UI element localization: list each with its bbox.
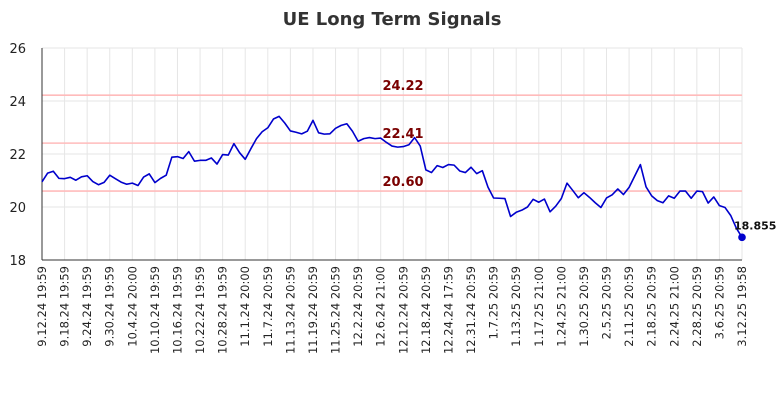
x-tick-label: 12.2.24 20:59 (351, 266, 365, 347)
x-tick-label: 3.12.25 19:58 (735, 266, 749, 347)
x-tick-label: 3.6.25 20:59 (712, 266, 726, 339)
signal-lines: 24.22 22.41 20.60 (42, 79, 742, 192)
y-tick-label: 18 (9, 254, 26, 269)
signal-label: 20.60 (382, 175, 423, 190)
x-tick-label: 12.31.24 20:59 (464, 266, 478, 354)
x-tick-label: 1.30.25 20:59 (577, 266, 591, 347)
signal-label: 24.22 (382, 79, 423, 94)
x-tick-label: 10.16.24 19:59 (170, 266, 184, 354)
y-tick-label: 24 (9, 95, 26, 110)
x-tick-label: 2.5.25 20:59 (600, 266, 614, 339)
x-tick-label: 10.10.24 19:59 (148, 266, 162, 354)
x-axis-ticks: 9.12.24 19:59 9.18.24 19:59 9.24.24 19:59 9… (35, 266, 749, 354)
x-tick-label: 1.13.25 20:59 (509, 266, 523, 347)
x-tick-label: 2.24.25 21:00 (667, 266, 681, 347)
last-point-label: 18.855 (734, 219, 776, 232)
x-tick-label: 2.11.25 20:59 (622, 266, 636, 347)
x-tick-label: 11.1.24 20:00 (238, 266, 252, 347)
y-tick-label: 22 (9, 148, 26, 163)
x-tick-label: 9.24.24 19:59 (80, 266, 94, 347)
y-tick-label: 26 (9, 42, 26, 57)
x-tick-label: 10.4.24 20:00 (125, 266, 139, 347)
last-point-marker (738, 233, 746, 242)
x-tick-label: 12.12.24 20:59 (396, 266, 410, 354)
x-tick-label: 12.6.24 21:00 (374, 266, 388, 347)
x-tick-label: 10.22.24 19:59 (193, 266, 207, 354)
x-tick-label: 11.7.24 20:59 (261, 266, 275, 347)
y-tick-label: 20 (9, 201, 26, 216)
x-tick-label: 1.17.25 21:00 (532, 266, 546, 347)
x-tick-label: 2.28.25 20:59 (690, 266, 704, 347)
x-tick-label: 9.30.24 19:59 (103, 266, 117, 347)
chart-title: UE Long Term Signals (283, 9, 502, 30)
x-tick-label: 10.28.24 19:59 (216, 266, 230, 354)
last-point: 18.855 (734, 219, 776, 242)
axes (41, 48, 742, 261)
x-tick-label: 11.25.24 20:59 (329, 266, 343, 354)
signal-label: 22.41 (382, 127, 423, 142)
x-tick-label: 1.24.25 21:00 (554, 266, 568, 347)
x-tick-label: 1.7.25 20:59 (487, 266, 501, 339)
y-axis-ticks: 18 20 22 24 26 (9, 42, 26, 269)
x-tick-label: 2.18.25 20:59 (645, 266, 659, 347)
x-tick-label: 12.24.24 17:59 (441, 266, 455, 354)
price-series (41, 115, 743, 238)
x-tick-label: 11.13.24 20:59 (283, 266, 297, 354)
x-tick-label: 11.19.24 20:59 (306, 266, 320, 354)
series-line (41, 115, 743, 238)
x-tick-label: 12.18.24 20:59 (419, 266, 433, 354)
x-tick-label: 9.12.24 19:59 (35, 266, 49, 347)
x-tick-label: 9.18.24 19:59 (58, 266, 72, 347)
